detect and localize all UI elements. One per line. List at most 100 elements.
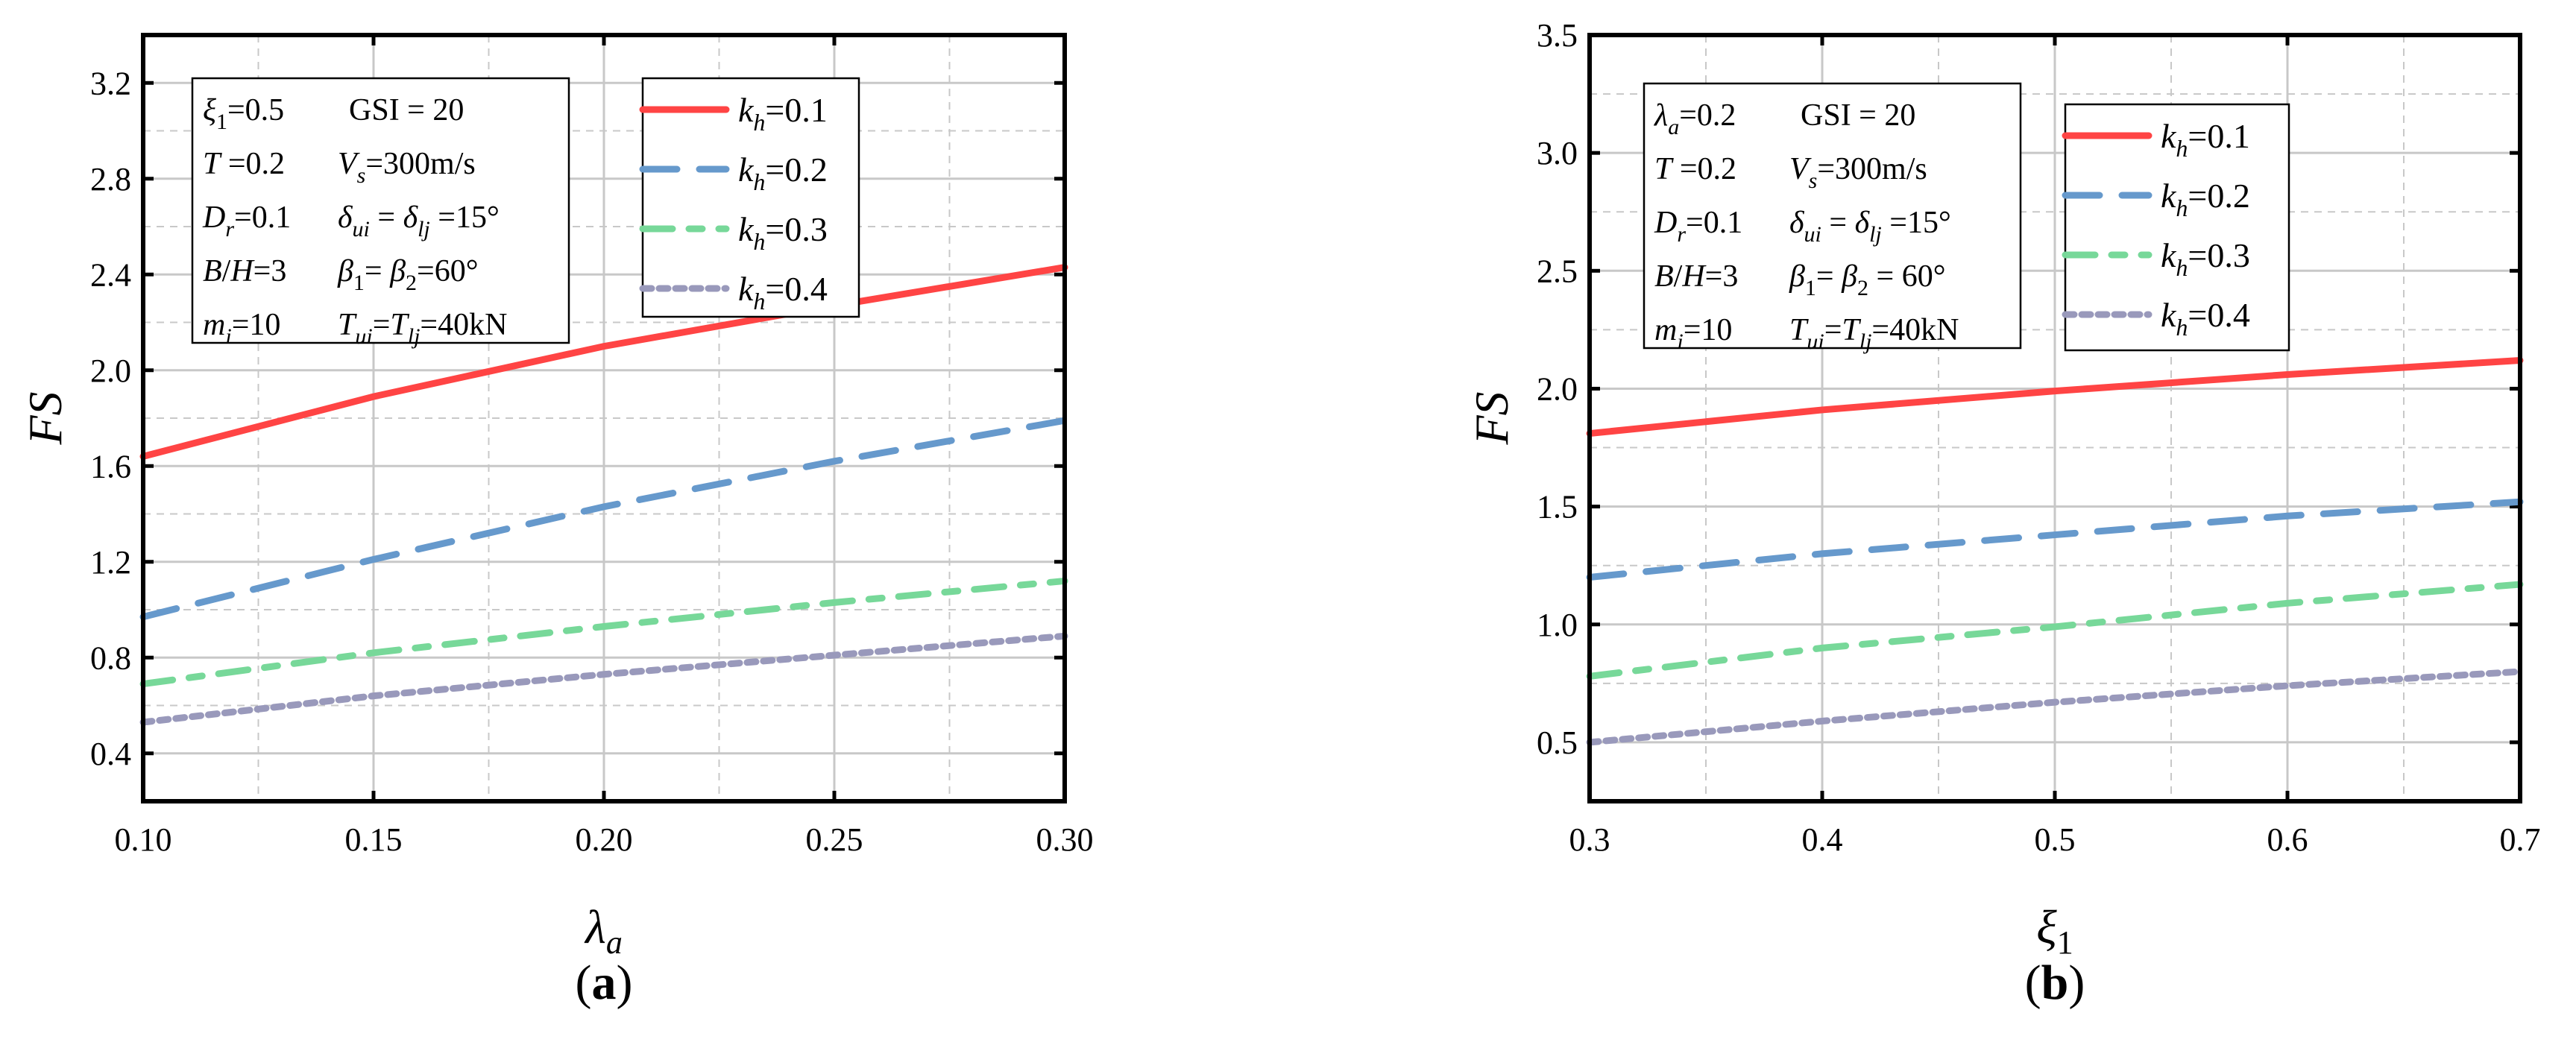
x-axis-title-sub: 1 [2057, 924, 2073, 961]
parameter-segment: H [1681, 259, 1707, 294]
parameter-text: ξ1=0.5 [203, 93, 284, 134]
plot-frame [141, 33, 1067, 803]
parameter-segment: =60° [417, 254, 478, 288]
parameter-segment: T [1789, 313, 1809, 347]
series-line-kh-0-2 [139, 417, 1068, 621]
parameter-segment: B [1654, 259, 1674, 294]
parameter-segment: =0.2 [220, 147, 285, 181]
paren: ( [576, 956, 592, 1010]
parameter-segment: r [225, 217, 234, 241]
parameter-segment: r [1677, 222, 1686, 247]
parameter-segment: =3 [1705, 259, 1739, 294]
parameter-segment: =300m/s [1817, 152, 1927, 186]
parameter-segment: T [390, 308, 409, 342]
panel-letter: b [2041, 956, 2069, 1010]
parameter-segment: lj [418, 217, 430, 241]
parameter-segment: 1 [1805, 276, 1816, 300]
parameter-segment: ui [1807, 329, 1824, 354]
legend-label-value: =0.1 [765, 91, 827, 129]
parameter-text: β1= β2 = 60° [1789, 259, 1946, 300]
parameter-segment: β [1841, 259, 1857, 294]
chart-a: 0.10 0.15 0.20 0.25 0.30 0.4 0.8 1.2 1.6 2.0 2.4 2.… [19, 33, 1094, 1010]
x-axis-title-base: λ [584, 900, 606, 953]
parameter-segment: i [1677, 329, 1683, 354]
legend-label-sub: h [753, 228, 765, 255]
parameter-segment: a [1668, 115, 1679, 139]
parameter-segment: δ [403, 200, 419, 235]
parameter-segment: =15° [430, 200, 500, 235]
parameter-segment: = [365, 254, 390, 288]
y-tick-label: 2.5 [1537, 253, 1578, 289]
y-tick-label: 2.4 [90, 256, 131, 293]
parameter-segment: / [1674, 259, 1683, 294]
x-axis-title-base: ξ [2036, 900, 2057, 953]
parameter-text: Dr=0.1 [202, 200, 291, 241]
legend-label-value: =0.3 [2188, 236, 2249, 274]
y-tick-label: 1.5 [1537, 489, 1578, 525]
parameter-segment: i [225, 324, 231, 349]
y-tick-label: 3.5 [1537, 17, 1578, 54]
parameter-segment: s [357, 163, 366, 188]
parameter-text: T =0.2 [1654, 152, 1736, 186]
series-line-kh-0-3 [1586, 581, 2524, 680]
parameter-segment: m [203, 308, 225, 342]
parameter-segment: =40kN [420, 308, 507, 342]
parameter-segment: 1 [353, 271, 365, 295]
legend: kh=0.1kh=0.2kh=0.3kh=0.4 [639, 77, 860, 318]
parameter-segment: V [338, 147, 360, 181]
parameter-text: mi=10 [1654, 313, 1732, 354]
parameter-segment: =10 [232, 308, 281, 342]
parameter-segment: =10 [1684, 313, 1733, 347]
parameter-segment: D [202, 200, 225, 235]
x-tick-label: 0.20 [576, 821, 633, 858]
legend-label-value: =0.1 [2188, 117, 2249, 155]
legend-label-base: k [738, 91, 755, 129]
parameter-text: GSI = 20 [349, 93, 464, 127]
legend-label: kh=0.4 [738, 270, 828, 315]
series-line-kh-0-4 [1586, 668, 2524, 746]
parameter-segment: =0.2 [1679, 98, 1736, 133]
parameter-text: B/H=3 [1654, 259, 1738, 294]
legend-label-base: k [738, 151, 755, 189]
parameter-text: B/H=3 [203, 254, 286, 288]
legend-label-value: =0.4 [765, 270, 827, 308]
legend-label-base: k [738, 270, 755, 308]
parameter-segment: T [1654, 152, 1674, 186]
parameter-segment: ξ [203, 93, 216, 127]
legend-label: kh=0.1 [738, 91, 828, 136]
parameter-segment: D [1654, 206, 1677, 240]
parameter-segment: lj [1869, 222, 1882, 247]
y-axis-title: FS [1465, 391, 1518, 445]
series-line-kh-0-4 [139, 632, 1068, 726]
parameter-segment: =0.1 [234, 200, 291, 235]
parameter-segment: =3 [253, 254, 287, 288]
parameter-text: δui = δlj =15° [338, 200, 500, 241]
x-tick-label: 0.30 [1036, 821, 1094, 858]
x-tick-label: 0.4 [1802, 821, 1843, 858]
legend-label-base: k [2161, 117, 2177, 155]
y-tick-label: 0.8 [90, 640, 131, 676]
parameter-segment: β [1789, 259, 1805, 294]
parameter-text: λa=0.2 [1653, 98, 1736, 139]
legend-label: kh=0.2 [2161, 177, 2250, 221]
parameter-text: Tui=Tlj=40kN [1789, 313, 1959, 354]
y-tick-label: 0.5 [1537, 724, 1578, 761]
legend-label: kh=0.4 [2161, 296, 2250, 341]
parameter-box: λa=0.2 GSI = 20T =0.2 Vs=300m/sDr=0.1 δui =… [1643, 82, 2022, 354]
y-axis-title: FS [19, 391, 72, 445]
y-tick-label: 1.6 [90, 448, 131, 484]
legend-label-sub: h [753, 288, 765, 315]
parameter-segment: GSI = 20 [1801, 98, 1915, 133]
parameter-segment: δ [1789, 206, 1805, 240]
legend-frame [2064, 103, 2290, 352]
legend-label-sub: h [2176, 135, 2188, 162]
legend-label-sub: h [753, 168, 765, 195]
chart-b: 0.3 0.4 0.5 0.6 0.70.51.01.52.02.53.03.5λa=0… [1465, 17, 2541, 1010]
legend-label-sub: h [753, 109, 765, 136]
parameter-segment: λ [1653, 98, 1668, 133]
series-line-kh-0-2 [1586, 498, 2524, 581]
y-tick-label: 2.8 [90, 161, 131, 198]
legend-label: kh=0.1 [2161, 117, 2250, 162]
x-axis-title: λa [584, 900, 623, 961]
